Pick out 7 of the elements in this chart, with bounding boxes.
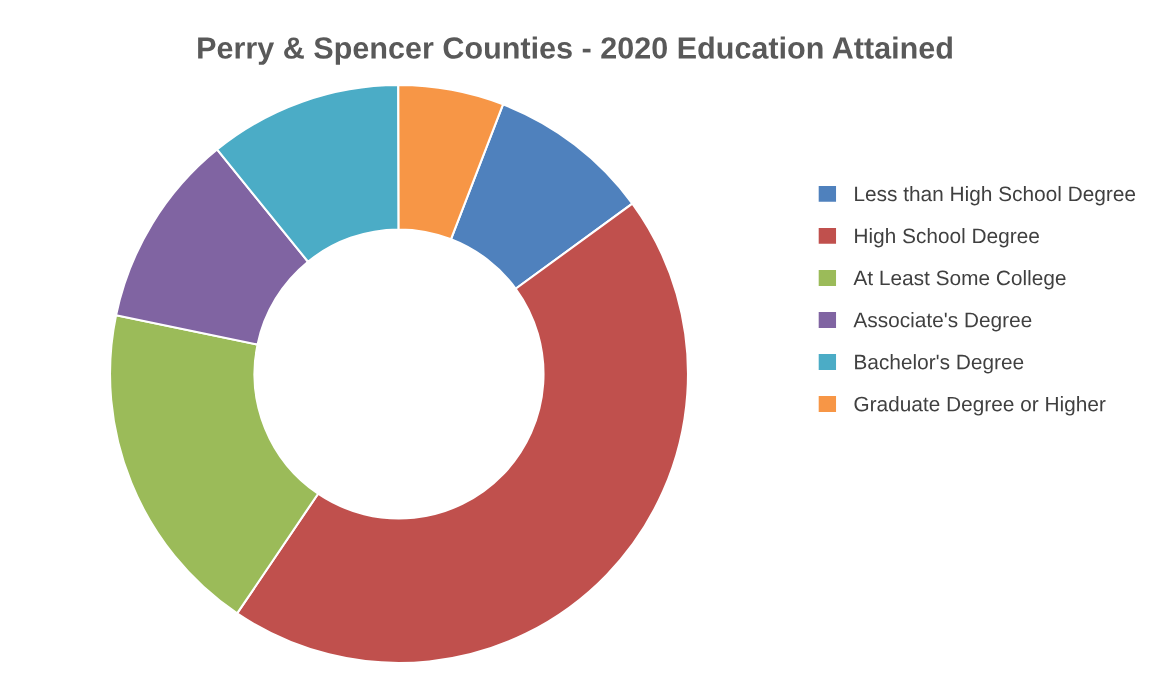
legend-label: At Least Some College	[853, 270, 1066, 290]
legend-label: Bachelor's Degree	[855, 354, 1024, 374]
chart-title: Perry & Spencer Counties - 2020 Education Attained	[198, 36, 952, 65]
legend-label: Associate's Degree	[853, 312, 1032, 332]
legend-label: Less than High School Degree	[855, 185, 1136, 206]
legend-label: High School Degree	[855, 227, 1039, 248]
legend-label: Graduate Degree or Higher	[854, 396, 1106, 416]
